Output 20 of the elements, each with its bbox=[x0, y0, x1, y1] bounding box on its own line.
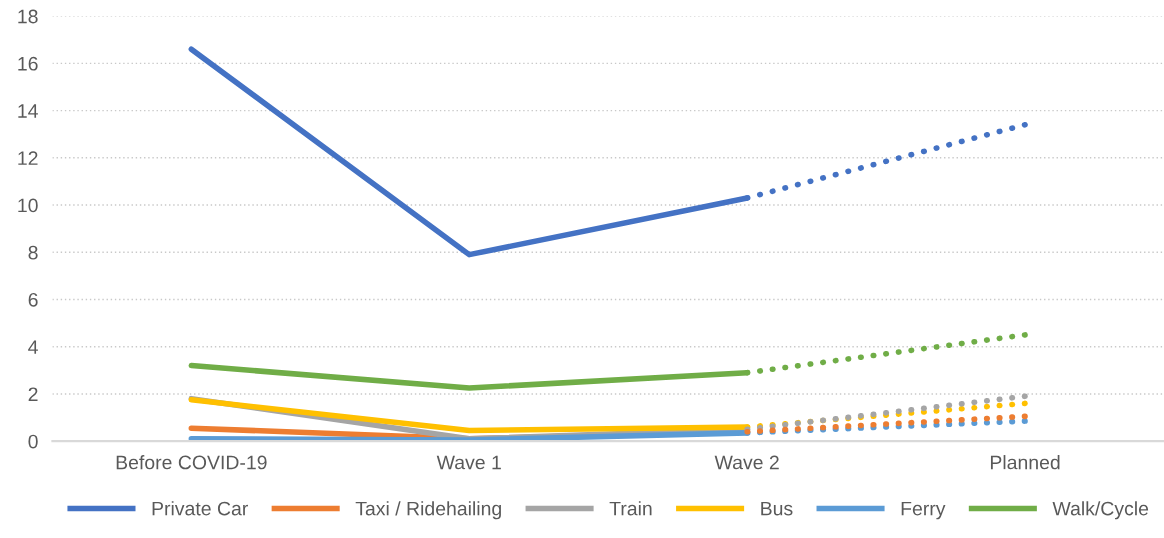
y-tick-label: 12 bbox=[18, 151, 38, 165]
x-tick-label: Wave 2 bbox=[714, 455, 779, 470]
y-tick-label: 10 bbox=[18, 198, 38, 213]
legend-label: Bus bbox=[761, 501, 793, 516]
y-tick-label: 4 bbox=[28, 340, 38, 354]
legend-label: Taxi / Ridehailing bbox=[355, 501, 501, 520]
x-tick-label: Planned bbox=[990, 455, 1060, 470]
y-tick-label: 16 bbox=[18, 56, 38, 71]
legend-label: Train bbox=[609, 501, 652, 516]
legend-label: Private Car bbox=[152, 501, 248, 516]
legend-label: Ferry bbox=[901, 501, 946, 520]
x-tick-label: Wave 1 bbox=[436, 455, 501, 470]
x-tick-label: Before COVID-19 bbox=[116, 455, 267, 470]
y-tick-label: 14 bbox=[18, 104, 38, 118]
y-tick-label: 18 bbox=[18, 9, 38, 24]
y-tick-label: 6 bbox=[28, 292, 38, 307]
y-tick-label: 8 bbox=[28, 245, 38, 260]
legend-label: Walk/Cycle bbox=[1052, 501, 1149, 520]
y-tick-label: 2 bbox=[28, 387, 38, 401]
y-tick-label: 0 bbox=[28, 434, 38, 449]
